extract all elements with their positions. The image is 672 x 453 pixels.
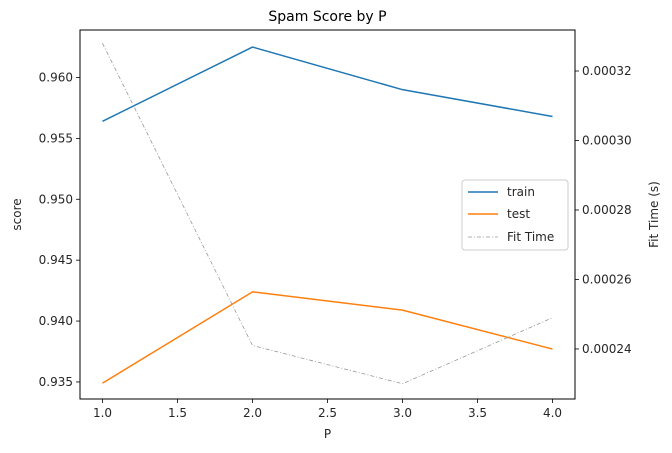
y2-tick-label: 0.00032	[582, 64, 632, 78]
y-tick-label: 0.945	[39, 253, 73, 267]
y-tick-label: 0.940	[39, 314, 73, 328]
series-line-test	[102, 291, 553, 384]
x-axis-ticks: 1.0 1.5 2.0 2.5 3.0 3.5 4.0	[93, 399, 562, 420]
y-axis-ticks: 0.935 0.940 0.945 0.950 0.955 0.960	[39, 70, 80, 389]
x-tick-label: 1.0	[93, 406, 112, 420]
y2-tick-label: 0.00024	[582, 342, 632, 356]
y-axis-label: score	[10, 198, 24, 230]
x-axis-label: P	[324, 427, 331, 441]
x-tick-label: 1.5	[168, 406, 187, 420]
y-tick-label: 0.935	[39, 375, 73, 389]
legend-label-test: test	[507, 207, 530, 221]
x-tick-label: 3.5	[468, 406, 487, 420]
y2-tick-label: 0.00028	[582, 203, 632, 217]
y-tick-label: 0.950	[39, 192, 73, 206]
legend-box	[461, 179, 569, 251]
y2-tick-label: 0.00030	[582, 133, 632, 147]
x-tick-label: 2.5	[318, 406, 337, 420]
y-tick-label: 0.955	[39, 131, 73, 145]
y2-tick-label: 0.00026	[582, 272, 632, 286]
x-tick-label: 2.0	[243, 406, 262, 420]
legend-label-fit-time: Fit Time	[507, 230, 554, 244]
legend-label-train: train	[507, 185, 535, 199]
y-tick-label: 0.960	[39, 70, 73, 84]
chart-title: Spam Score by P	[268, 9, 386, 25]
series-line-train	[102, 46, 553, 123]
legend: train test Fit Time	[461, 179, 569, 251]
series-layer	[102, 43, 553, 385]
y2-axis-ticks: 0.00024 0.00026 0.00028 0.00030 0.00032	[575, 64, 632, 356]
x-tick-label: 4.0	[543, 406, 562, 420]
y2-axis-label: Fit Time (s)	[647, 181, 661, 248]
series-line-fit-time	[102, 43, 553, 385]
x-tick-label: 3.0	[393, 406, 412, 420]
